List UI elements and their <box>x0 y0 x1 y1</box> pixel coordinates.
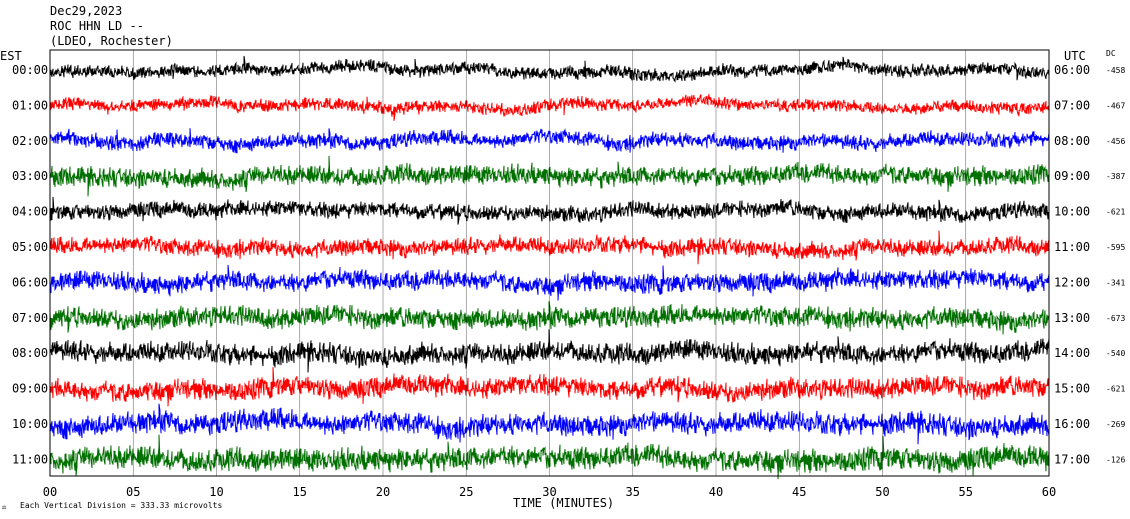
date-label: Dec29,2023 <box>50 4 123 18</box>
dc-header-label: DC <box>1106 49 1116 58</box>
dc-offset-label: -126 <box>1106 455 1125 464</box>
dc-offset-label: -456 <box>1106 137 1125 146</box>
trace-row-00:00 <box>49 55 1050 83</box>
est-hour-label: 09:00 <box>12 382 48 396</box>
est-hour-label: 02:00 <box>12 134 48 148</box>
minute-gridlines <box>132 50 967 476</box>
footer-scale-note: Each Vertical Division = 333.33 microvol… <box>20 501 222 510</box>
utc-hour-label: 06:00 <box>1054 63 1090 77</box>
dc-offset-label: -341 <box>1106 278 1125 287</box>
est-hour-labels: 00:00 01:00 02:00 03:00 04:00 05:00 06:00 07:00… <box>12 63 48 466</box>
utc-hour-labels: 06:00 07:00 08:00 09:00 10:00 11:00 12:00 13:00… <box>1054 63 1090 466</box>
dc-offset-label: -621 <box>1106 385 1125 394</box>
x-tick-label: 40 <box>709 485 723 499</box>
trace-row-04:00 <box>49 196 1050 225</box>
est-hour-label: 06:00 <box>12 275 48 289</box>
scale-note-icon: ⚖ <box>2 503 7 511</box>
dc-offset-label: -269 <box>1106 420 1125 429</box>
utc-hour-label: 11:00 <box>1054 240 1090 254</box>
dc-offset-label: -467 <box>1106 101 1125 110</box>
x-tick-label: 35 <box>626 485 640 499</box>
x-tick-label: 05 <box>126 485 140 499</box>
utc-hour-label: 12:00 <box>1054 275 1090 289</box>
x-tick-label: 25 <box>459 485 473 499</box>
utc-hour-label: 13:00 <box>1054 311 1090 325</box>
x-tick-label: 60 <box>1042 485 1056 499</box>
est-hour-label: 01:00 <box>12 98 48 112</box>
est-hour-label: 10:00 <box>12 417 48 431</box>
dc-offset-label: -621 <box>1106 208 1125 217</box>
trace-row-09:00 <box>49 367 1050 407</box>
trace-row-05:00 <box>49 230 1050 265</box>
x-axis-title: TIME (MINUTES) <box>513 496 614 510</box>
x-tick-label: 15 <box>293 485 307 499</box>
utc-hour-label: 07:00 <box>1054 98 1090 112</box>
est-label: EST <box>0 49 22 63</box>
x-tick-label: 00 <box>43 485 57 499</box>
dc-offset-label: -540 <box>1106 349 1125 358</box>
utc-hour-label: 14:00 <box>1054 346 1090 360</box>
est-hour-label: 04:00 <box>12 205 48 219</box>
trace-row-11:00 <box>49 434 1050 480</box>
x-tick-labels: 00 05 10 15 20 25 30 35 40 45 50 55 60 <box>43 485 1056 499</box>
utc-hour-label: 17:00 <box>1054 452 1090 466</box>
dc-offset-labels: -458 -467 -456 -387 -621 -595 -341 -673 -540 -621… <box>1106 66 1125 464</box>
utc-label: UTC <box>1064 49 1086 63</box>
trace-row-01:00 <box>49 94 1050 121</box>
utc-hour-label: 08:00 <box>1054 134 1090 148</box>
plot-frame <box>49 49 1050 477</box>
est-hour-label: 08:00 <box>12 346 48 360</box>
trace-row-07:00 <box>49 301 1050 335</box>
dc-offset-label: -458 <box>1106 66 1125 75</box>
est-hour-label: 03:00 <box>12 169 48 183</box>
x-tick-label: 50 <box>875 485 889 499</box>
est-hour-label: 11:00 <box>12 452 48 466</box>
dc-offset-label: -595 <box>1106 243 1125 252</box>
est-hour-label: 00:00 <box>12 63 48 77</box>
station-label: ROC HHN LD -- <box>50 19 144 33</box>
dc-offset-label: -387 <box>1106 172 1125 181</box>
est-hour-label: 05:00 <box>12 240 48 254</box>
trace-row-02:00 <box>49 128 1050 154</box>
trace-row-03:00 <box>49 155 1050 197</box>
x-tick-label: 45 <box>792 485 806 499</box>
utc-hour-label: 15:00 <box>1054 382 1090 396</box>
est-hour-label: 07:00 <box>12 311 48 325</box>
x-tick-label: 30 <box>542 485 556 499</box>
utc-hour-label: 16:00 <box>1054 417 1090 431</box>
network-label: (LDEO, Rochester) <box>50 34 173 48</box>
utc-hour-label: 10:00 <box>1054 205 1090 219</box>
x-tick-label: 55 <box>959 485 973 499</box>
utc-hour-label: 09:00 <box>1054 169 1090 183</box>
x-tick-label: 10 <box>209 485 223 499</box>
dc-offset-label: -673 <box>1106 314 1125 323</box>
x-tick-label: 20 <box>376 485 390 499</box>
